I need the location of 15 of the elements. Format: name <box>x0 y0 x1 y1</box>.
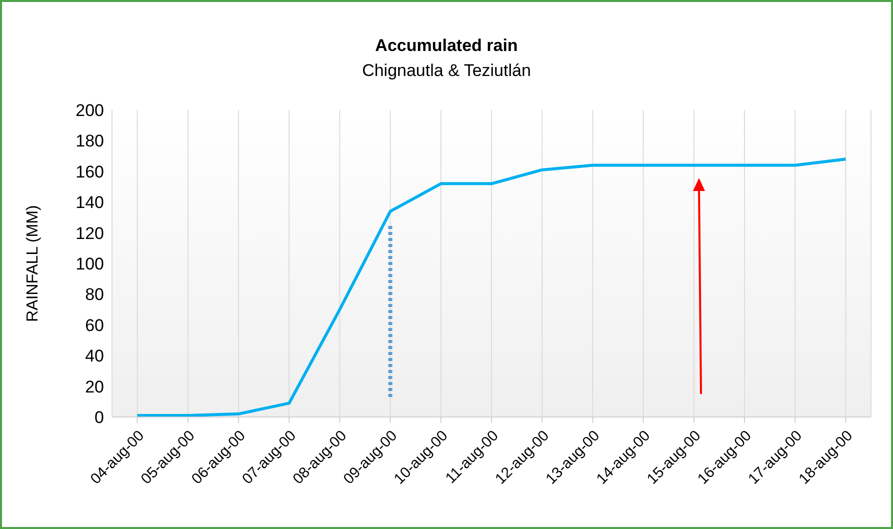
y-axis-title: RAINFALL (MM) <box>24 205 42 322</box>
y-tick-label: 140 <box>76 193 104 212</box>
y-tick-label: 60 <box>85 316 104 335</box>
y-tick-label: 20 <box>85 377 104 396</box>
y-tick-label: 40 <box>85 346 104 366</box>
y-tick-label: 160 <box>76 162 104 182</box>
y-tick-label: 180 <box>76 132 104 151</box>
y-tick-label: 0 <box>94 408 104 428</box>
y-tick-label: 200 <box>76 101 104 120</box>
line-series <box>136 158 848 417</box>
chart-title: Accumulated rain <box>374 36 519 56</box>
chart-subtitle: Chignautla & Teziutlán <box>361 61 532 81</box>
y-tick-label: 120 <box>76 224 104 243</box>
y-tick-label: 100 <box>76 254 104 274</box>
y-tick-label: 80 <box>85 285 104 304</box>
